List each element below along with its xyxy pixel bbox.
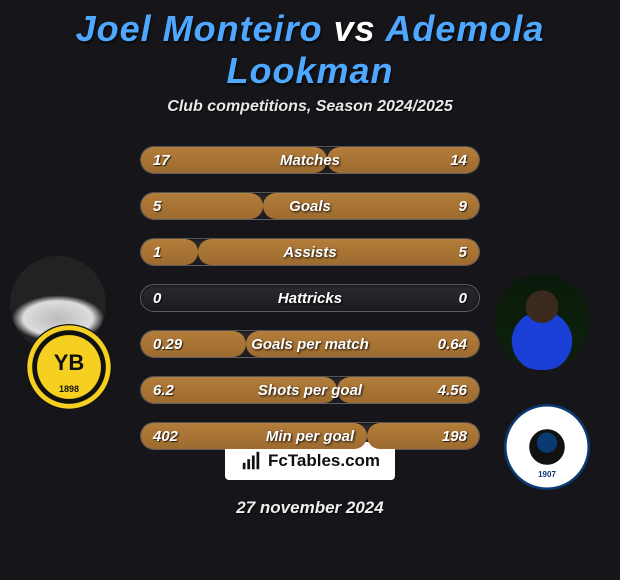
stat-row: 0.29Goals per match0.64 (140, 330, 480, 358)
stat-row: 0Hattricks0 (140, 284, 480, 312)
stat-label: Goals (141, 198, 479, 215)
stat-label: Matches (141, 152, 479, 169)
brand-chart-icon (240, 450, 262, 472)
stat-row: 6.2Shots per goal4.56 (140, 376, 480, 404)
club1-abbr: YB (54, 350, 85, 376)
stat-label: Hattricks (141, 290, 479, 307)
stat-row: 17Matches14 (140, 146, 480, 174)
date-text: 27 november 2024 (0, 498, 620, 518)
brand-text: FcTables.com (268, 451, 380, 471)
stat-column: 17Matches14 5Goals9 1Assists5 0Hattricks0 0.… (140, 146, 480, 468)
club2-crest (520, 420, 574, 474)
stat-row: 402Min per goal198 (140, 422, 480, 450)
page-title: Joel Monteiro vs Ademola Lookman (0, 0, 620, 92)
vs-separator: vs (323, 8, 386, 49)
stat-label: Assists (141, 244, 479, 261)
stat-label: Goals per match (141, 336, 479, 353)
player1-club-badge: YB 1898 (26, 324, 112, 410)
stat-label: Shots per goal (141, 382, 479, 399)
player2-club-badge: 1907 (504, 404, 590, 490)
stat-row: 1Assists5 (140, 238, 480, 266)
player1-name: Joel Monteiro (76, 8, 323, 49)
stat-label: Min per goal (141, 428, 479, 445)
subtitle: Club competitions, Season 2024/2025 (0, 98, 620, 116)
club2-year: 1907 (538, 470, 556, 479)
player2-photo (494, 274, 590, 370)
club1-year: 1898 (59, 384, 79, 394)
stat-row: 5Goals9 (140, 192, 480, 220)
